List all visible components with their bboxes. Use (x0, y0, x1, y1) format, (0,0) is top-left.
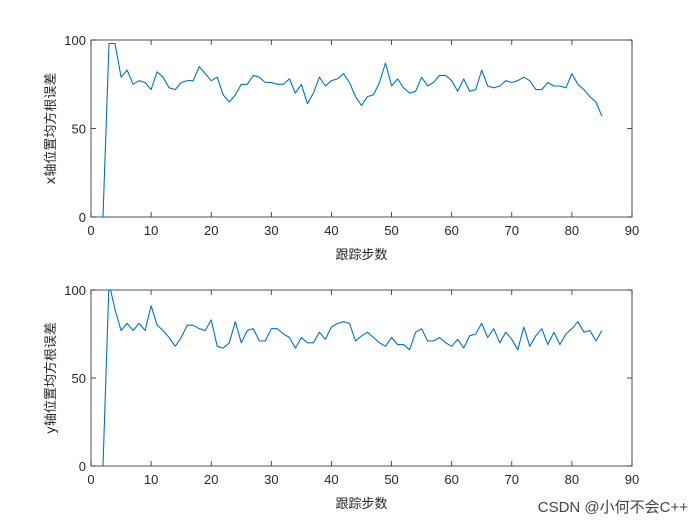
series-line (97, 42, 603, 217)
x-tick-label: 80 (565, 472, 579, 487)
x-tick-label: 90 (625, 472, 639, 487)
watermark-text: CSDN @小何不会C++ (537, 499, 688, 516)
y-tick-label: 100 (64, 33, 86, 48)
series-line (97, 290, 603, 466)
y-tick-label: 0 (79, 459, 86, 474)
x-tick-label: 90 (625, 223, 639, 238)
x-tick-label: 30 (264, 472, 278, 487)
x-tick-label: 0 (87, 472, 94, 487)
x-tick-label: 10 (144, 223, 158, 238)
x-tick-label: 80 (565, 223, 579, 238)
axes-box (90, 289, 633, 467)
axes-box (90, 39, 633, 218)
x-axis-label: 跟踪步数 (335, 248, 387, 263)
plot-x-position-rmse: 0 10 20 30 40 50 60 70 80 90 0 50 100 跟踪步数 x轴位置均方根误差 (43, 33, 639, 263)
y-axis-label: x轴位置均方根误差 (43, 73, 59, 185)
x-tick-label: 50 (384, 223, 398, 238)
y-tick-label: 50 (72, 371, 86, 386)
x-tick-label: 40 (324, 472, 338, 487)
plot-y-position-rmse: 0 10 20 30 40 50 60 70 80 90 0 50 100 跟踪步数 y轴位置均方根误差 (43, 283, 639, 512)
y-tick-label: 0 (79, 210, 86, 225)
x-tick-label: 40 (324, 223, 338, 238)
y-tick-label: 100 (64, 283, 86, 298)
x-tick-label: 60 (444, 223, 458, 238)
x-tick-label: 70 (505, 472, 519, 487)
x-tick-label: 10 (144, 472, 158, 487)
x-tick-label: 0 (87, 223, 94, 238)
x-axis-label: 跟踪步数 (335, 497, 387, 512)
y-tick-label: 50 (72, 122, 86, 137)
x-tick-label: 50 (384, 472, 398, 487)
x-tick-label: 70 (505, 223, 519, 238)
x-tick-label: 60 (444, 472, 458, 487)
x-tick-label: 30 (264, 223, 278, 238)
x-tick-label: 20 (204, 472, 218, 487)
y-axis-label: y轴位置均方根误差 (43, 322, 59, 434)
x-tick-label: 20 (204, 223, 218, 238)
